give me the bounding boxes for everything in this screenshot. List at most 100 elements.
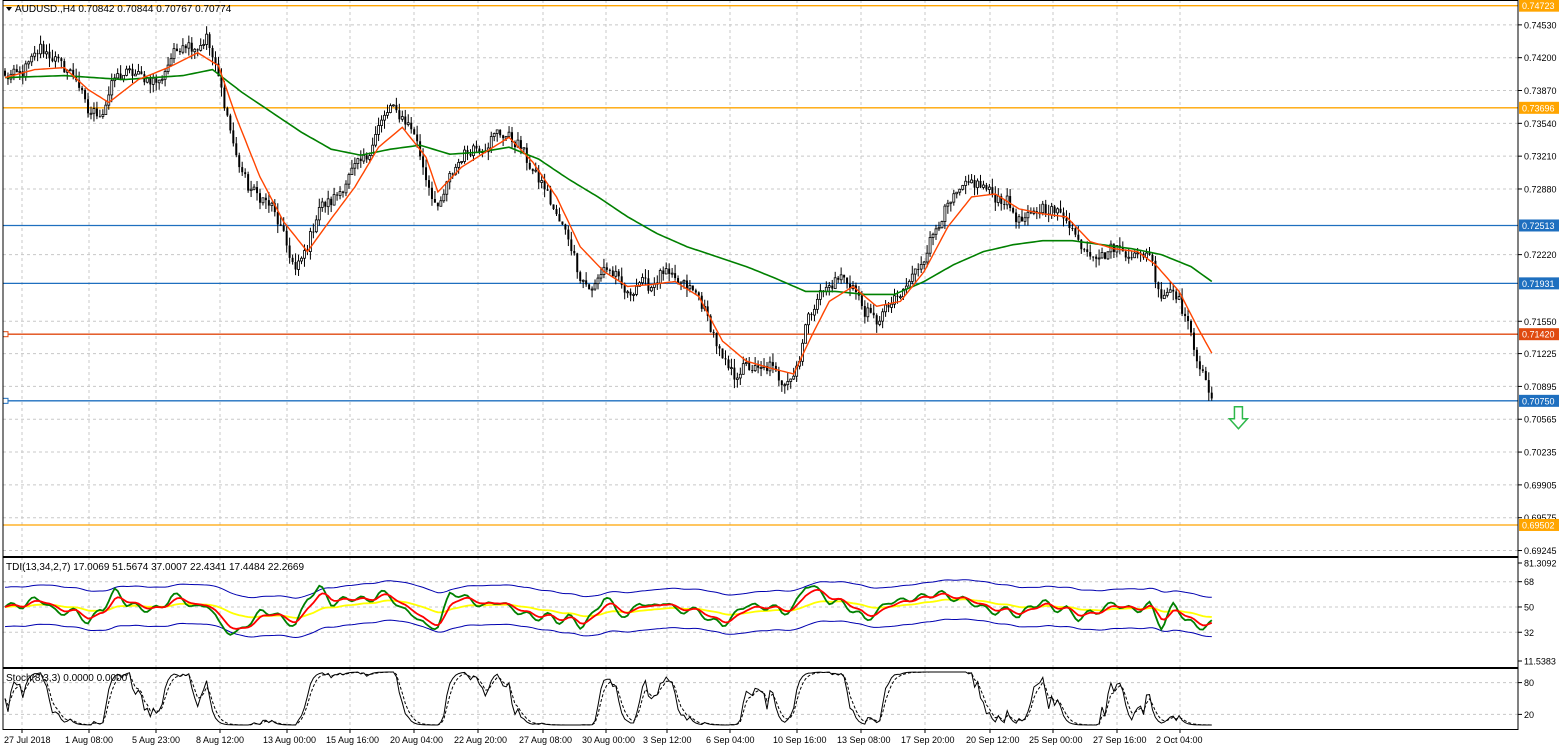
candle-body-bear (81, 87, 84, 90)
time-tick-label: 15 Aug 16:00 (326, 735, 379, 745)
candle-body-bull (893, 295, 896, 305)
candle-body-bear (1000, 196, 1003, 204)
candle-body-bull (457, 161, 461, 168)
candle-body-bear (771, 362, 774, 366)
time-tick-label: 6 Sep 04:00 (706, 735, 755, 745)
candle-body-bear (1154, 260, 1157, 283)
candle-body-bear (140, 71, 143, 75)
tdi-tick-label: 81.3092 (1524, 559, 1557, 569)
candle-body-bull (670, 272, 674, 275)
candle-body-bear (499, 129, 502, 136)
candle-body-bull (249, 188, 253, 191)
candle-body-bear (235, 143, 238, 156)
candle-body-bear (872, 312, 875, 316)
price-tick-label: 0.73870 (1524, 86, 1557, 96)
candle-body-bull (813, 308, 816, 316)
time-tick-label: 13 Aug 00:00 (263, 735, 316, 745)
candle-body-bull (374, 134, 378, 146)
candle-body-bear (1044, 204, 1047, 214)
candle-body-bull (406, 122, 410, 125)
candle-body-bear (1184, 313, 1187, 317)
candle-body-bear (51, 58, 54, 62)
candle-body-bull (964, 180, 968, 186)
candle-body-bear (1059, 208, 1062, 213)
candle-body-bear (543, 180, 546, 190)
price-tick-label: 0.71550 (1524, 317, 1557, 327)
candle-body-bull (344, 183, 348, 194)
collapse-triangle-icon[interactable] (6, 7, 12, 11)
candle-body-bear (843, 274, 846, 278)
candle-body-bear (217, 63, 220, 77)
candle-body-bear (777, 370, 780, 381)
candle-body-bull (890, 303, 893, 308)
candle-body-bear (155, 78, 158, 83)
candle-body-bull (738, 373, 742, 379)
candle-body-bull (818, 290, 822, 300)
candle-body-bear (531, 168, 534, 172)
candle-body-bear (1124, 251, 1127, 258)
candle-body-bull (347, 174, 351, 185)
candle-body-bear (605, 267, 608, 270)
candle-body-bull (199, 45, 203, 51)
candle-body-bear (712, 331, 715, 334)
candle-body-bear (404, 116, 407, 125)
candle-body-bull (45, 51, 48, 55)
candle-body-bear (175, 48, 178, 52)
candle-body-bull (350, 167, 354, 175)
candle-body-bull (913, 268, 917, 275)
time-tick-label: 17 Sep 20:00 (901, 735, 955, 745)
candle-body-bear (95, 108, 98, 117)
candle-body-bull (786, 381, 790, 386)
price-level-label: 0.73696 (1522, 103, 1555, 113)
candle-body-bear (1192, 332, 1195, 350)
candle-body-bear (733, 367, 736, 380)
main-grid (3, 0, 1518, 729)
price-tick-label: 0.70565 (1524, 415, 1557, 425)
candle-body-bear (685, 280, 688, 289)
tdi-label: TDI(13,34,2,7) 17.0069 51.5674 37.0007 2… (6, 562, 304, 573)
candle-body-bear (430, 187, 433, 200)
candle-body-bull (1017, 216, 1021, 223)
tdi-lower-band (4, 618, 1212, 639)
time-tick-label: 30 Aug 00:00 (582, 735, 635, 745)
candle-body-bull (495, 129, 499, 134)
price-level-label: 0.74723 (1522, 1, 1555, 11)
time-tick-label: 25 Sep 00:00 (1029, 735, 1083, 745)
candle-body-bear (208, 34, 211, 48)
candle-body-bear (537, 170, 540, 183)
candle-body-bear (395, 104, 398, 111)
candle-body-bull (839, 274, 843, 281)
candle-body-bear (190, 42, 193, 52)
candle-body-bull (925, 252, 929, 263)
time-tick-label: 10 Sep 16:00 (773, 735, 827, 745)
tdi-tick-label: 11.5383 (1524, 657, 1556, 667)
tdi-tick-label: 68 (1524, 577, 1534, 587)
candle-body-bear (549, 190, 552, 205)
candle-body-bear (359, 158, 362, 162)
candle-body-bear (1130, 257, 1133, 259)
price-tick-label: 0.73210 (1524, 152, 1557, 162)
candle-body-bear (1175, 291, 1178, 300)
candle-body-bear (72, 69, 75, 77)
candle-body-bull (400, 116, 404, 120)
candle-body-bear (994, 194, 997, 203)
candle-body-bear (567, 229, 570, 240)
price-levels (2, 5, 1518, 526)
candle-body-bull (317, 207, 321, 221)
candle-body-bull (353, 163, 357, 169)
candle-body-bear (985, 184, 988, 190)
price-level-tag (1519, 518, 1559, 531)
candle-body-bull (952, 193, 956, 203)
candle-body-bear (623, 285, 626, 293)
candle-body-bear (715, 333, 718, 347)
candle-body-bear (887, 304, 890, 308)
candle-body-bear (78, 80, 81, 88)
time-tick-label: 2 Oct 04:00 (1156, 735, 1203, 745)
price-tick-label: 0.74530 (1524, 20, 1557, 30)
candle-body-bear (1003, 203, 1006, 205)
time-tick-label: 20 Aug 04:00 (390, 735, 443, 745)
candle-body-bull (827, 285, 831, 288)
candle-body-bear (1020, 216, 1023, 222)
